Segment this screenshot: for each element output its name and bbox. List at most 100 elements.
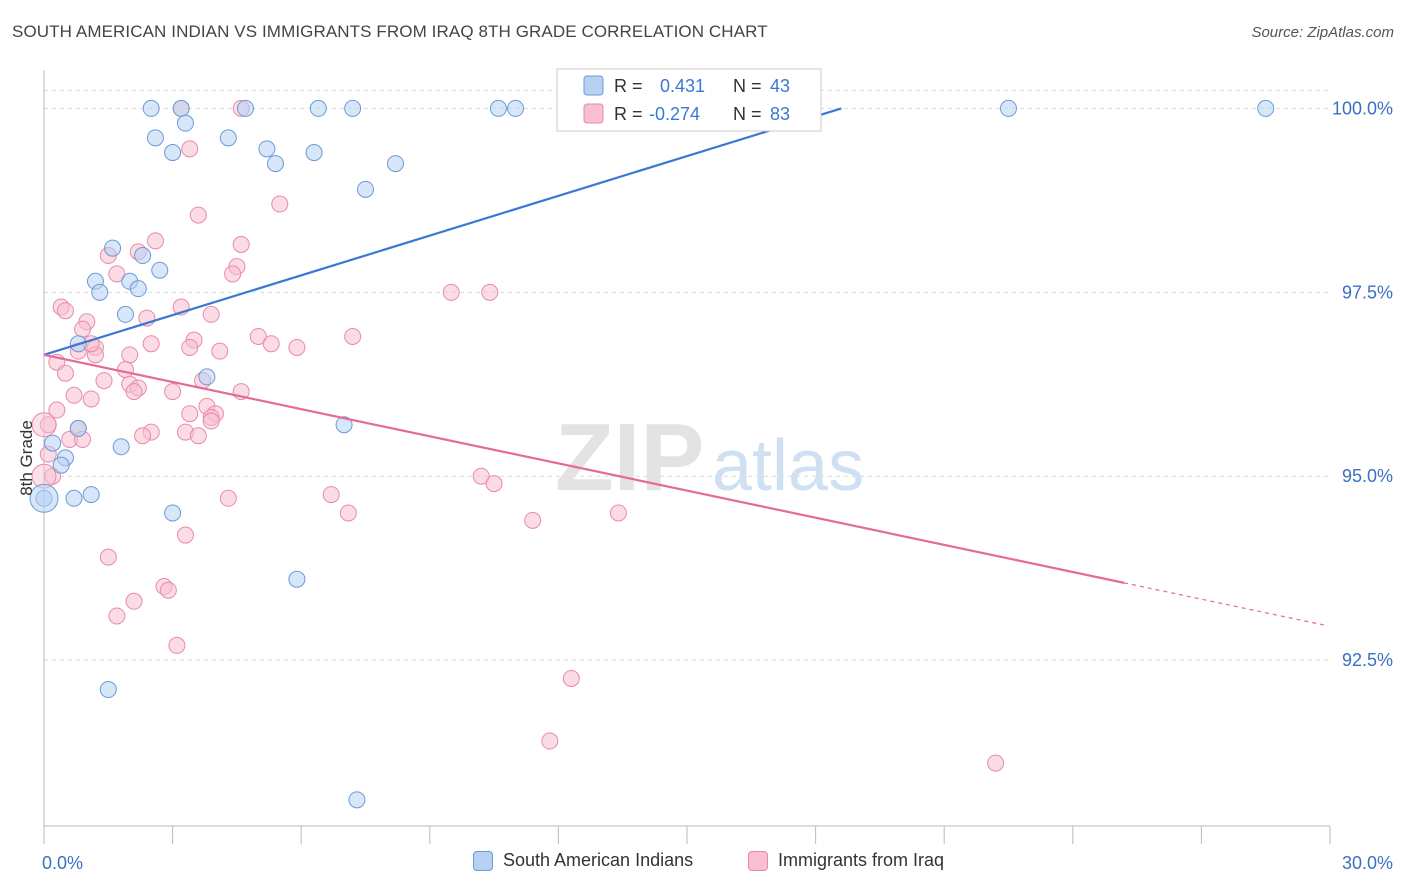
- iraq-point-37: [95, 372, 113, 390]
- iraq-point-22: [344, 327, 362, 345]
- south-american-indians-point-13: [305, 144, 323, 162]
- iraq-point-3: [271, 195, 289, 213]
- legend-label-south-american-indians: South American Indians: [503, 850, 694, 870]
- south-american-indians-point-11: [219, 129, 237, 147]
- south-american-indians-point-14: [164, 144, 182, 162]
- gridlines: [44, 89, 1330, 661]
- south-american-indians-point-3: [309, 99, 327, 117]
- iraq-point-68: [524, 511, 542, 529]
- legend-r-label-0: R =: [614, 76, 643, 96]
- iraq-point-11: [224, 265, 242, 283]
- watermark-atlas: atlas: [712, 426, 864, 506]
- iraq-point-21: [249, 327, 267, 345]
- legend-r-value-1: -0.274: [649, 104, 700, 124]
- south-american-indians-point-17: [357, 180, 374, 198]
- trendline-immigrants-from-iraq-extension: [1124, 582, 1326, 626]
- iraq-point-65: [219, 489, 237, 507]
- legend-r-value-0: 0.431: [660, 76, 705, 96]
- iraq-point-12: [442, 283, 460, 301]
- south-american-indians-point-9: [176, 114, 194, 132]
- south-american-indians-point-2: [236, 99, 254, 117]
- legend-n-value-0: 43: [770, 76, 790, 96]
- iraq-point-28: [181, 338, 199, 356]
- x-tick-labels: 0.0% 30.0%: [42, 853, 1393, 873]
- iraq-point-5: [146, 232, 164, 250]
- south-american-indians-point-34: [82, 486, 100, 504]
- south-american-indians-point-35: [65, 489, 83, 507]
- iraq-point-44: [65, 386, 83, 404]
- x-tick-label-1: 30.0%: [1342, 853, 1393, 873]
- south-american-indians-point-24: [129, 280, 147, 298]
- iraq-point-10: [108, 265, 126, 283]
- iraq-point-57: [189, 427, 207, 445]
- chart-title: SOUTH AMERICAN INDIAN VS IMMIGRANTS FROM…: [12, 22, 768, 41]
- iraq-point-4: [189, 206, 207, 224]
- south-american-indians-point-7: [1000, 99, 1017, 117]
- iraq-point-17: [202, 305, 220, 323]
- iraq-point-70: [99, 548, 117, 566]
- iraq-point-36: [56, 364, 74, 382]
- south-american-indians-point-6: [507, 99, 525, 117]
- south-american-indians-point-40: [348, 791, 366, 809]
- iraq-point-51: [202, 412, 220, 430]
- south-american-indians-point-19: [134, 247, 152, 265]
- iraq-point-15: [56, 302, 74, 320]
- legend-item-immigrants-from-iraq[interactable]: Immigrants from Iraq: [748, 850, 944, 871]
- south-american-indians-point-8: [1257, 99, 1275, 117]
- iraq-point-30: [288, 338, 306, 356]
- south-american-indians-point-28: [335, 416, 353, 434]
- trendline-south-american-indians: [43, 107, 842, 356]
- south-american-indians-point-37: [164, 504, 182, 522]
- y-axis-label: 8th Grade: [17, 420, 36, 496]
- south-american-indians-point-39: [99, 681, 117, 699]
- watermark-zip: ZIP: [555, 404, 704, 511]
- south-american-indians-point-0: [142, 99, 160, 117]
- south-american-indians-point-31: [112, 438, 130, 456]
- south-american-indians-point-12: [258, 140, 276, 158]
- iraq-point-66: [339, 504, 357, 522]
- y-tick-label-2: 97.5%: [1342, 282, 1393, 302]
- legend-n-value-1: 83: [770, 104, 790, 124]
- legend-swatch-blue: [583, 75, 604, 96]
- y-tick-label-3: 100.0%: [1332, 98, 1393, 118]
- south-american-indians-point-16: [266, 155, 284, 173]
- series-south-american-indians-points: [29, 99, 1275, 809]
- iraq-point-56: [134, 427, 152, 445]
- legend-swatch-immigrants-from-iraq: [748, 850, 768, 871]
- south-american-indians-point-1: [172, 99, 190, 117]
- iraq-point-74: [108, 607, 126, 625]
- iraq-point-6: [232, 236, 250, 254]
- iraq-point-76: [562, 669, 580, 687]
- iraq-point-41: [125, 383, 143, 401]
- legend-item-south-american-indians[interactable]: South American Indians: [473, 850, 693, 871]
- iraq-point-69: [176, 526, 194, 544]
- legend-box: R = 0.431 N = 43 R = -0.274 N = 83: [556, 68, 822, 132]
- iraq-point-20: [74, 320, 92, 338]
- south-american-indians-point-20: [151, 261, 169, 279]
- legend-n-label-0: N =: [733, 76, 762, 96]
- iraq-point-75: [168, 636, 186, 654]
- y-tick-label-0: 92.5%: [1342, 650, 1393, 670]
- iraq-point-24: [142, 335, 160, 353]
- iraq-point-32: [211, 342, 229, 360]
- y-tick-labels: 92.5% 95.0% 97.5% 100.0%: [1332, 98, 1393, 670]
- south-american-indians-point-27: [198, 368, 216, 386]
- south-american-indians-point-10: [146, 129, 164, 147]
- iraq-point-47: [48, 401, 66, 419]
- south-american-indians-point-4: [344, 99, 362, 117]
- iraq-point-78: [987, 754, 1005, 772]
- iraq-point-77: [541, 732, 559, 750]
- legend-swatch-pink: [583, 103, 604, 124]
- south-american-indians-point-38: [288, 570, 306, 588]
- trendlines: [43, 107, 1326, 626]
- legend-swatch-south-american-indians: [473, 850, 493, 871]
- south-american-indians-point-large: [29, 483, 59, 513]
- iraq-point-13: [481, 283, 499, 301]
- series-immigrants-from-iraq-points: [31, 99, 1005, 772]
- iraq-point-67: [609, 504, 627, 522]
- south-american-indians-point-18: [104, 239, 122, 257]
- legend-n-label-1: N =: [733, 104, 762, 124]
- iraq-point-45: [82, 390, 100, 408]
- bottom-legend: South American Indians Immigrants from I…: [0, 850, 1406, 880]
